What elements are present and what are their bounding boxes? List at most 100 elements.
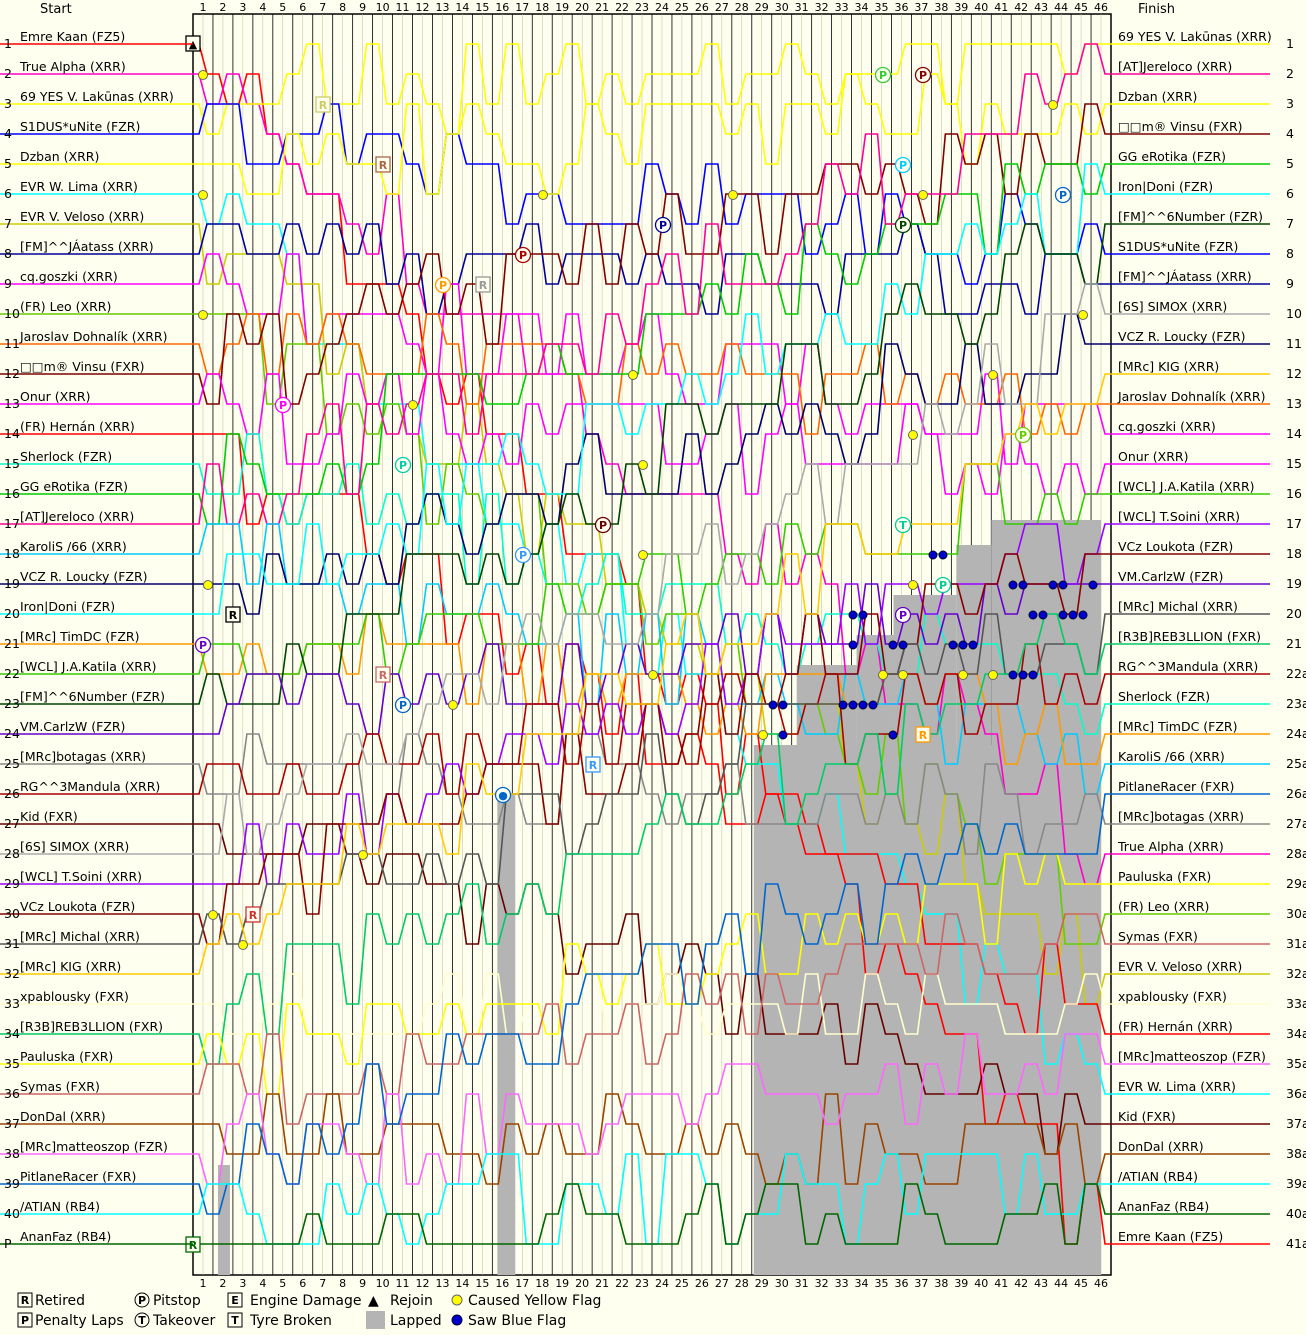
- finish-driver-label: EVR W. Lima (XRR): [1118, 1079, 1236, 1094]
- lap-tick-label-top: 19: [555, 1, 569, 14]
- start-driver-label: Sherlock (FZR): [20, 449, 112, 464]
- blue-flag-marker: [768, 700, 778, 710]
- yellow-flag-marker: [358, 850, 368, 860]
- lap-tick-label-top: 5: [279, 1, 286, 14]
- finish-driver-label: [MRc] TimDC (FZR): [1118, 719, 1238, 734]
- lap-tick-label-top: 40: [974, 1, 988, 14]
- blue-flag-marker: [1008, 580, 1018, 590]
- finish-position-label: 24a: [1286, 726, 1306, 741]
- finish-position-label: 14: [1286, 426, 1302, 441]
- finish-position-label: 7: [1286, 216, 1294, 231]
- finish-driver-label: [WCL] T.Soini (XRR): [1118, 509, 1240, 524]
- yellow-flag-marker: [203, 580, 213, 590]
- start-driver-label: DonDal (XRR): [20, 1109, 106, 1124]
- blue-flag-marker: [1028, 670, 1038, 680]
- blue-flag-icon: [451, 1314, 463, 1326]
- start-position-label: 38: [4, 1146, 20, 1161]
- blue-flag-marker: [1028, 610, 1038, 620]
- legend-label: Tyre Broken: [249, 1313, 332, 1329]
- finish-position-label: 37a: [1286, 1116, 1306, 1131]
- finish-position-label: 30a: [1286, 906, 1306, 921]
- pitstop-marker-letter: P: [899, 159, 907, 172]
- finish-driver-label: True Alpha (XRR): [1117, 839, 1224, 854]
- pitstop-marker-letter: P: [919, 69, 927, 82]
- finish-position-label: 29a: [1286, 876, 1306, 891]
- finish-driver-label: EVR V. Veloso (XRR): [1118, 959, 1242, 974]
- finish-driver-label: Emre Kaan (FZ5): [1118, 1229, 1223, 1244]
- blue-flag-marker: [888, 640, 898, 650]
- yellow-flag-marker: [448, 700, 458, 710]
- start-position-label: 19: [4, 576, 20, 591]
- blue-flag-marker: [938, 550, 948, 560]
- pitstop-marker-letter: P: [519, 249, 527, 262]
- blue-flag-marker: [958, 640, 968, 650]
- driver-position-line: [193, 973, 1111, 1035]
- pitstop-marker-letter: ●: [498, 789, 508, 802]
- lap-tick-label-bottom: 9: [359, 1277, 366, 1290]
- start-driver-label: EVR V. Veloso (XRR): [20, 209, 144, 224]
- tyre-broken-icon: [227, 1312, 243, 1328]
- start-position-label: 12: [4, 366, 20, 381]
- lap-tick-label-top: 45: [1074, 1, 1088, 14]
- pitstop-marker: [1014, 426, 1032, 444]
- driver-position-line: [193, 613, 1111, 1065]
- blue-flag-marker: [1058, 610, 1068, 620]
- penalty-icon-letter: P: [21, 1314, 29, 1327]
- start-driver-label: Onur (XRR): [20, 389, 90, 404]
- lap-tick-label-bottom: 3: [239, 1277, 246, 1290]
- legend-label: Caused Yellow Flag: [468, 1293, 601, 1309]
- start-position-label: 15: [4, 456, 20, 471]
- pitstop-marker: [594, 516, 612, 534]
- blue-flag-marker: [1078, 610, 1088, 620]
- retired-marker-letter: R: [319, 99, 328, 112]
- start-position-label: 6: [4, 186, 12, 201]
- start-position-label: 2: [4, 66, 12, 81]
- driver-position-line: [193, 223, 1111, 705]
- finish-position-label: 10: [1286, 306, 1302, 321]
- finish-driver-label: 69 YES V. Lakūnas (XRR): [1118, 29, 1272, 44]
- start-position-label: P: [4, 1236, 12, 1251]
- legend-label: Takeover: [152, 1313, 215, 1329]
- finish-driver-label: VCz Loukota (FZR): [1118, 539, 1233, 554]
- lap-tick-label-top: 44: [1054, 1, 1068, 14]
- finish-driver-label: PitlaneRacer (FXR): [1118, 779, 1234, 794]
- blue-flag-marker: [888, 730, 898, 740]
- blue-flag-marker: [1088, 580, 1098, 590]
- start-position-label: 26: [4, 786, 20, 801]
- start-driver-label: Pauluska (FXR): [20, 1049, 113, 1064]
- start-position-label: 24: [4, 726, 20, 741]
- blue-flag-marker: [948, 640, 958, 650]
- driver-labels: 1 Emre Kaan (FZ5) 69 YES V. Lakūnas (XRR) 1…: [0, 2, 1306, 1251]
- start-driver-label: EVR W. Lima (XRR): [20, 179, 138, 194]
- finish-driver-label: Sherlock (FZR): [1118, 689, 1210, 704]
- lap-tick-label-top: 41: [994, 1, 1008, 14]
- lap-tick-label-top: 9: [359, 1, 366, 14]
- retired-marker-letter: R: [379, 669, 388, 682]
- driver-position-line: [193, 463, 1111, 675]
- rejoin-icon: ▲: [368, 1293, 379, 1309]
- start-driver-label: 69 YES V. Lakūnas (XRR): [20, 89, 174, 104]
- finish-position-label: 35a: [1286, 1056, 1306, 1071]
- start-driver-label: [MRc] KIG (XRR): [20, 959, 121, 974]
- takeover-icon-letter: T: [138, 1314, 146, 1327]
- start-driver-label: Jaroslav Dohnalík (XRR): [19, 329, 168, 344]
- start-driver-label: PitlaneRacer (FXR): [20, 1169, 136, 1184]
- lap-tick-label-top: 3: [239, 1, 246, 14]
- driver-position-line: [193, 373, 1111, 975]
- lap-tick-label-top: 15: [475, 1, 489, 14]
- yellow-flag-marker: [908, 430, 918, 440]
- lap-tick-label-top: 14: [455, 1, 469, 14]
- yellow-flag-marker: [918, 190, 928, 200]
- lap-tick-label-top: 26: [695, 1, 709, 14]
- lap-tick-label-top: 20: [575, 1, 589, 14]
- pitstop-marker-letter: P: [439, 279, 447, 292]
- lap-tick-label-bottom: 45: [1074, 1277, 1088, 1290]
- blue-flag-marker: [868, 700, 878, 710]
- lap-tick-label-top: 35: [875, 1, 889, 14]
- lap-tick-label-top: 36: [894, 1, 908, 14]
- lap-tick-label-top: 39: [954, 1, 968, 14]
- finish-driver-label: cq.goszki (XRR): [1118, 419, 1216, 434]
- lap-tick-label-top: 22: [615, 1, 629, 14]
- start-position-label: 10: [4, 306, 20, 321]
- retired-marker: [315, 96, 331, 113]
